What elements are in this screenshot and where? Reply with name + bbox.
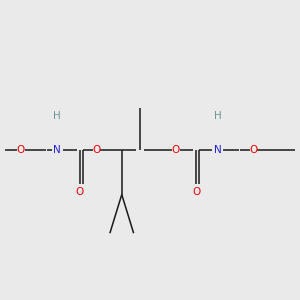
Text: O: O bbox=[192, 187, 200, 196]
Text: H: H bbox=[214, 110, 221, 121]
Text: N: N bbox=[53, 145, 61, 155]
Text: O: O bbox=[172, 145, 180, 155]
Text: O: O bbox=[16, 145, 25, 155]
Text: O: O bbox=[92, 145, 101, 155]
Text: O: O bbox=[249, 145, 258, 155]
Text: O: O bbox=[75, 187, 84, 196]
Text: H: H bbox=[53, 110, 61, 121]
Text: N: N bbox=[214, 145, 221, 155]
